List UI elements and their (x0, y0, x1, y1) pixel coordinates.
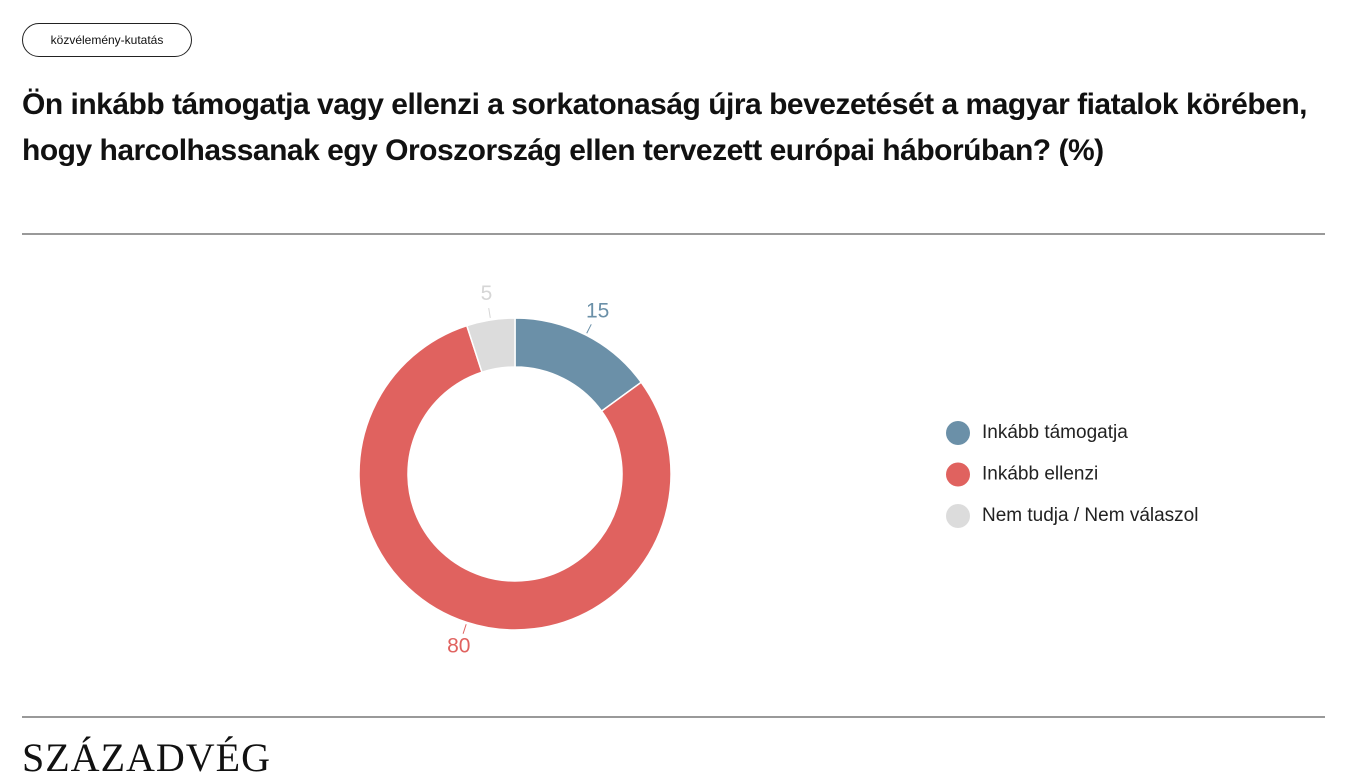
legend-label: Inkább ellenzi (982, 464, 1098, 485)
legend-marker (946, 504, 970, 528)
data-label: 15 (586, 299, 609, 322)
legend-label: Nem tudja / Nem válaszol (982, 505, 1198, 526)
legend-marker (946, 421, 970, 445)
page: közvélemény-kutatás Ön inkább támogatja … (22, 23, 1325, 780)
chart: 15 80 5 Inkább támogatja Inkább ellenzi Nem t… (358, 282, 1198, 658)
data-label: 5 (481, 282, 493, 305)
chart-title: Ön inkább támogatja vagy ellenzi a sorka… (22, 88, 1308, 167)
divider (22, 233, 1325, 235)
divider (22, 716, 1325, 718)
leader-line (462, 624, 467, 634)
data-label: 80 (447, 635, 470, 658)
donut-slice (358, 324, 672, 631)
leader-line (586, 324, 592, 334)
donut-slice (465, 317, 516, 374)
tag: közvélemény-kutatás (22, 23, 192, 57)
legend-label: Inkább támogatja (982, 422, 1128, 443)
leader-line (488, 307, 491, 319)
legend-marker (946, 462, 970, 487)
